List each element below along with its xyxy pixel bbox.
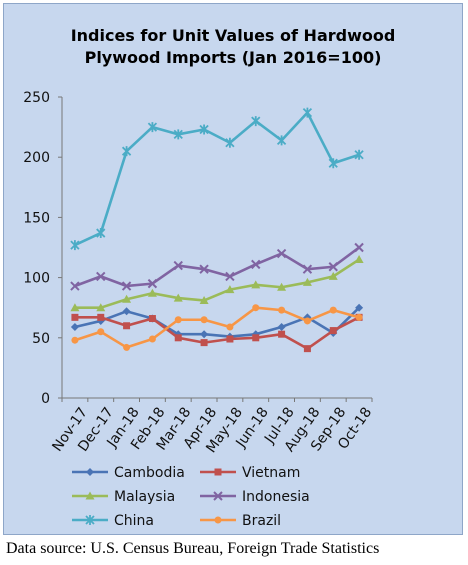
chart-panel: Indices for Unit Values of Hardwood Plyw…: [3, 3, 463, 535]
data-point-malaysia: [96, 303, 106, 312]
data-point-malaysia: [302, 277, 312, 286]
legend-marker-indonesia: [213, 491, 223, 501]
data-point-china: [225, 137, 235, 148]
data-point-indonesia: [70, 281, 80, 291]
data-point-cambodia: [200, 330, 209, 339]
data-point-china: [354, 149, 364, 160]
data-point-brazil: [278, 306, 286, 314]
y-tick-label: 100: [23, 271, 50, 287]
data-point-cambodia: [355, 303, 364, 312]
data-point-malaysia: [225, 285, 235, 294]
chart-title-line2: Plywood Imports (Jan 2016=100): [84, 48, 382, 67]
data-point-vietnam: [71, 313, 79, 321]
data-point-malaysia: [354, 255, 364, 264]
legend-label-china: China: [114, 513, 154, 529]
data-point-brazil: [226, 323, 234, 331]
legend-label-cambodia: Cambodia: [114, 465, 185, 481]
data-point-china: [251, 116, 261, 127]
series-line-vietnam: [74, 316, 360, 350]
data-point-vietnam: [226, 335, 234, 343]
data-source-caption: Data source: U.S. Census Bureau, Foreign…: [6, 540, 380, 557]
data-point-vietnam: [174, 334, 182, 342]
legend-marker-brazil: [214, 516, 222, 524]
series-line-malaysia: [74, 258, 360, 310]
series-line-brazil: [74, 306, 360, 349]
data-point-malaysia: [122, 294, 132, 303]
data-point-vietnam: [278, 330, 286, 338]
y-tick-label: 50: [32, 331, 50, 347]
legend-marker-china: [85, 515, 95, 525]
data-point-brazil: [200, 316, 208, 324]
data-point-malaysia: [147, 288, 157, 297]
data-point-cambodia: [277, 322, 286, 331]
legend-label-indonesia: Indonesia: [242, 489, 310, 505]
legend-label-vietnam: Vietnam: [242, 465, 300, 481]
data-point-indonesia: [302, 264, 313, 274]
data-point-vietnam: [252, 334, 260, 342]
series-line-china: [74, 111, 360, 247]
data-point-vietnam: [303, 345, 311, 353]
data-point-indonesia: [173, 260, 183, 271]
data-point-indonesia: [147, 278, 158, 289]
data-point-malaysia: [328, 271, 338, 280]
data-point-china: [276, 135, 287, 146]
data-point-vietnam: [97, 313, 105, 321]
data-point-brazil: [71, 336, 79, 344]
legend-marker-cambodia: [86, 468, 94, 476]
data-point-malaysia: [199, 295, 209, 304]
data-point-china: [70, 240, 80, 251]
y-tick-label: 250: [23, 90, 50, 106]
data-point-china: [173, 129, 183, 140]
legend-label-malaysia: Malaysia: [114, 489, 175, 505]
data-point-malaysia: [70, 303, 80, 312]
data-point-brazil: [123, 343, 131, 351]
y-tick-label: 0: [41, 391, 50, 407]
data-point-china: [147, 122, 158, 133]
y-tick-label: 150: [23, 210, 50, 226]
data-point-brazil: [148, 335, 156, 343]
data-point-cambodia: [70, 322, 79, 331]
data-point-vietnam: [200, 339, 208, 347]
data-point-indonesia: [251, 259, 261, 270]
line-chart: 050100150200250Nov-17Dec-17Jan-18Feb-18M…: [23, 90, 375, 529]
data-point-china: [328, 158, 338, 169]
data-point-vietnam: [148, 315, 156, 323]
data-point-china: [96, 228, 106, 239]
data-point-indonesia: [121, 281, 132, 291]
data-point-malaysia: [251, 280, 261, 289]
data-point-brazil: [355, 313, 363, 321]
data-point-malaysia: [277, 282, 287, 291]
data-point-brazil: [97, 328, 105, 336]
data-point-indonesia: [328, 262, 338, 272]
series-line-indonesia: [74, 246, 360, 288]
data-point-indonesia: [276, 248, 287, 259]
data-point-indonesia: [96, 271, 106, 282]
data-point-vietnam: [123, 322, 131, 330]
legend-label-brazil: Brazil: [242, 513, 281, 529]
data-point-indonesia: [354, 242, 364, 253]
data-point-cambodia: [122, 307, 131, 316]
legend-marker-malaysia: [85, 491, 95, 500]
data-point-vietnam: [329, 327, 337, 335]
y-tick-label: 200: [23, 150, 50, 166]
data-point-china: [302, 107, 313, 118]
data-point-indonesia: [199, 264, 209, 274]
data-point-china: [121, 146, 132, 157]
data-point-china: [199, 124, 209, 135]
data-point-brazil: [303, 317, 311, 325]
legend-marker-vietnam: [214, 468, 222, 476]
data-point-indonesia: [225, 271, 235, 282]
data-point-brazil: [329, 306, 337, 314]
chart-title-line1: Indices for Unit Values of Hardwood: [70, 26, 396, 45]
data-point-brazil: [174, 316, 182, 324]
data-point-malaysia: [173, 293, 183, 302]
data-point-brazil: [252, 304, 260, 312]
